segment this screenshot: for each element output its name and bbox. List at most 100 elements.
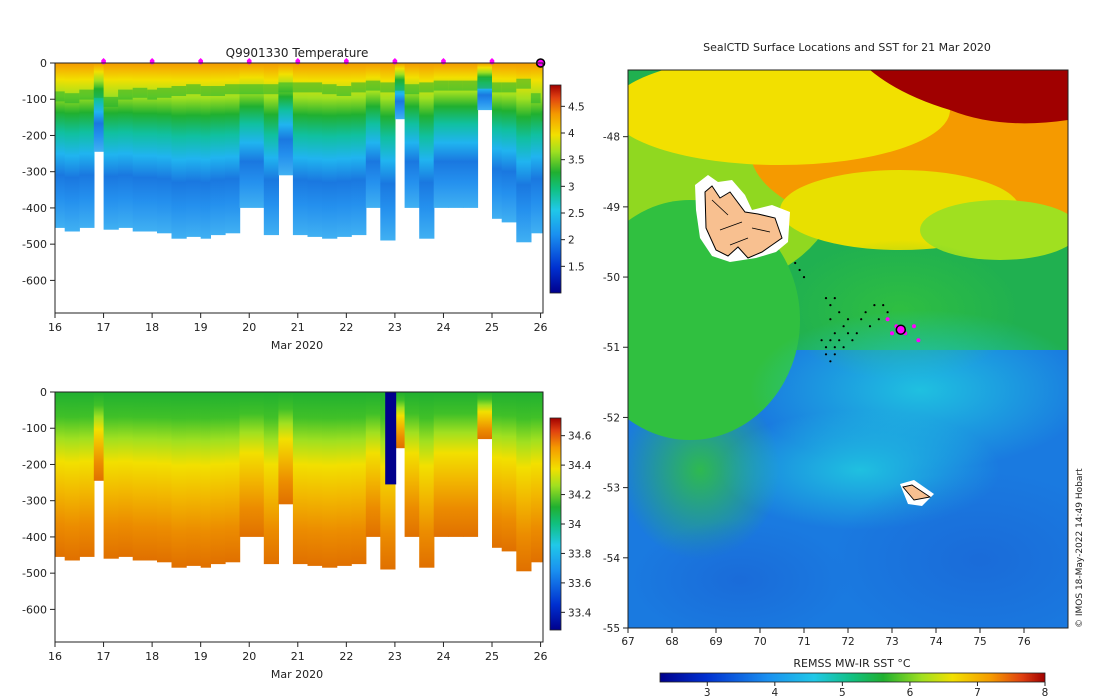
profile-column (501, 63, 517, 223)
track-point (838, 339, 841, 342)
colorbar-tick-label: 3.5 (568, 155, 585, 167)
date-tick-label: 21 (291, 321, 305, 334)
track-point (846, 332, 850, 335)
latitude-tick-label: -48 (603, 132, 620, 144)
profile-column (419, 63, 435, 239)
longitude-tick-label: 69 (709, 636, 722, 648)
profile-column (278, 392, 294, 505)
thermocline-band (462, 80, 479, 91)
track-point (838, 311, 841, 314)
track-point (860, 318, 863, 321)
depth-tick-label: -300 (22, 495, 47, 508)
thermocline-band (55, 91, 66, 102)
profile-column (64, 63, 80, 232)
depth-tick-label: -500 (22, 238, 47, 251)
colorbar-tick-label: 34.6 (568, 431, 592, 443)
longitude-tick-label: 70 (753, 636, 766, 648)
temperature-plot-frame (54, 62, 544, 314)
date-tick-label: 16 (48, 650, 62, 663)
thermocline-band (200, 86, 211, 96)
profile-column (365, 392, 381, 537)
profile-column (394, 392, 406, 449)
thermocline-band (278, 82, 294, 93)
temperature-colorbar (549, 84, 562, 294)
profile-column (307, 63, 323, 237)
longitude-tick-label: 76 (1017, 636, 1031, 648)
date-tick-label: 25 (485, 650, 499, 663)
map-credit: © IMOS 18-May-2022 14:49 Hobart (1075, 468, 1085, 628)
profile-column (186, 63, 202, 237)
thermocline-band (263, 84, 279, 95)
track-point (829, 318, 832, 321)
thermocline-band (501, 82, 517, 93)
kerguelen-land (704, 185, 783, 259)
sst-colorbar-ticks: 3 4 5 6 7 8 (704, 682, 1048, 699)
track-point (824, 346, 828, 349)
colorbar-tick-label: 2.5 (568, 208, 585, 220)
temperature-date-axis: 16 17 18 19 20 21 22 23 24 25 26 (48, 313, 548, 334)
date-tick-label: 21 (291, 650, 305, 663)
profile-column (433, 63, 449, 208)
profile-column (118, 63, 134, 228)
thermocline-band (93, 87, 105, 98)
profile-column (103, 392, 119, 559)
thermocline-band (322, 84, 338, 95)
thermocline-band (380, 82, 396, 93)
date-tick-label: 20 (242, 650, 256, 663)
profile-column (55, 392, 66, 557)
sst-colorbar-tick-label: 7 (974, 687, 981, 699)
profile-column (132, 392, 148, 561)
date-tick-label: 23 (388, 650, 402, 663)
profile-column (200, 392, 211, 568)
profile-column (492, 63, 503, 219)
profile-column (322, 63, 338, 239)
profile-column (210, 63, 226, 236)
current-position-dot (895, 324, 907, 335)
profile-column (171, 63, 187, 239)
thermocline-band (210, 86, 226, 96)
profile-column (540, 63, 543, 234)
current-position-marker (895, 324, 907, 335)
profile-column (477, 392, 493, 440)
depth-tick-label: -500 (22, 567, 47, 580)
track-point (794, 261, 797, 265)
sst-field (628, 70, 1068, 628)
latitude-tick-label: -50 (603, 272, 620, 284)
depth-tick-label: 0 (40, 57, 47, 70)
track-point (855, 332, 858, 335)
track-point (842, 325, 845, 328)
date-tick-label: 19 (194, 321, 208, 334)
track-point (829, 339, 832, 342)
profile-column (540, 392, 543, 563)
track-point (868, 325, 872, 328)
track-point (833, 353, 836, 356)
profile-column (157, 63, 173, 234)
surface-markers (101, 58, 495, 65)
longitude-tick-label: 71 (797, 636, 810, 648)
profile-column (132, 63, 148, 232)
thermocline-band (394, 80, 406, 91)
temperature-x-axis-label: Mar 2020 (271, 339, 323, 352)
profile-column (210, 392, 226, 565)
thermocline-band (225, 84, 241, 95)
profile-column (263, 63, 279, 236)
colorbar-tick-label: 2 (568, 235, 575, 247)
temperature-depth-axis: 0 -100 -200 -300 -400 -500 -600 (22, 57, 55, 287)
colorbar-tick-label: 33.6 (568, 578, 592, 590)
date-tick-label: 24 (436, 321, 450, 334)
salinity-depth-axis: 0 -100 -200 -300 -400 -500 -600 (22, 386, 55, 616)
profile-column (93, 63, 105, 152)
profile-column (404, 392, 420, 537)
profile-column (530, 63, 542, 234)
track-point (802, 276, 806, 279)
recent-point (890, 331, 894, 336)
depth-tick-label: -600 (22, 274, 47, 287)
temperature-profile-columns (55, 63, 543, 243)
date-tick-label: 26 (534, 650, 548, 663)
surface-marker-dot (489, 59, 495, 65)
thermocline-band (157, 87, 173, 98)
profile-column (404, 63, 420, 208)
track-point (833, 297, 836, 300)
profile-column (380, 63, 396, 241)
seal-track-points (794, 261, 889, 363)
